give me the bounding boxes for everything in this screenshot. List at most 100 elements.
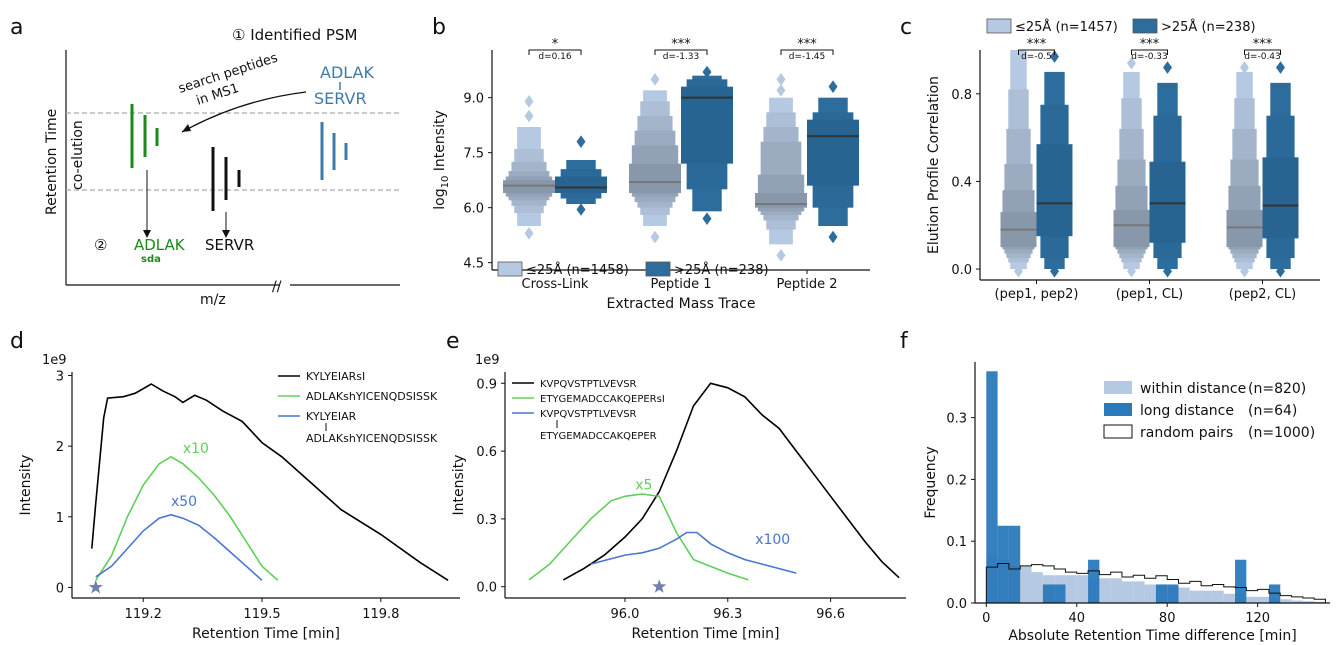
panel-letter-a: a — [10, 15, 23, 40]
hist-bar-within — [1099, 578, 1111, 603]
outlier-point — [1014, 264, 1023, 278]
y-axis-label: Elution Profile Correlation — [926, 76, 942, 254]
effect-size-label: d=-0.5 — [1021, 52, 1052, 62]
legend-swatch — [1104, 381, 1132, 394]
y-axis-label: Intensity — [18, 455, 34, 516]
x-tick-label: (pep1, CL) — [1116, 287, 1184, 302]
legend-label: >25Å (n=238) — [674, 262, 769, 278]
x-tick-label: (pep1, pep2) — [995, 287, 1079, 302]
outlier-point — [1163, 61, 1172, 74]
hist-bar-within — [1291, 600, 1303, 603]
significance-bracket — [780, 49, 834, 55]
panel-letter-c: c — [900, 15, 912, 40]
y-tick-label: 0.0 — [946, 597, 967, 612]
hist-bar-within — [1065, 575, 1077, 603]
hist-bar-within — [1212, 590, 1224, 603]
curve-scale-label: x50 — [171, 494, 197, 510]
series-line — [95, 513, 263, 581]
outlier-point — [524, 95, 534, 108]
boxen-level — [555, 176, 607, 193]
hist-bar-within — [1110, 578, 1122, 603]
x-axis-label: Retention Time [min] — [192, 626, 340, 642]
boxen-level — [1036, 144, 1073, 237]
hist-bar-within — [1257, 596, 1269, 603]
search-arrow-head — [182, 124, 191, 132]
panel-letter-e: e — [446, 329, 460, 354]
chart-e-line: 96.0 96.3 96.6 0.0 0.3 0.6 0.9 1e9 Intensity Rete… — [451, 353, 906, 642]
y-axis-label: Intensity — [451, 455, 467, 516]
significance-bracket — [1244, 49, 1281, 55]
step2-label: ② — [94, 236, 107, 254]
crosslink-top-label: ADLAK — [320, 63, 374, 82]
outlier-point — [650, 230, 660, 244]
legend-label: KYLYEIAR — [306, 410, 357, 423]
effect-size-label: d=-0.33 — [1131, 52, 1168, 62]
outlier-point — [776, 249, 786, 262]
y-scale-label: 1e9 — [475, 353, 500, 368]
step1-label: ① Identified PSM — [232, 26, 357, 44]
y-tick-label: 6.0 — [463, 202, 484, 217]
effect-size-label: d=-1.33 — [663, 52, 700, 62]
hist-bar-long — [1008, 525, 1021, 603]
hist-bar-long — [1268, 584, 1281, 603]
y-tick-label: 0.8 — [951, 88, 972, 103]
significance-bracket — [1018, 49, 1055, 55]
x-tick-label: 80 — [1159, 611, 1176, 626]
hist-bar-long — [1235, 559, 1247, 603]
legend-label: ≤25Å (n=1458) — [526, 262, 629, 278]
significance-bracket — [654, 49, 708, 55]
outlier-point — [702, 65, 712, 79]
panel-letter-f: f — [900, 329, 909, 354]
legend-swatch — [1104, 403, 1132, 416]
y-scale-label: 1e9 — [42, 353, 67, 368]
y-tick-label: 0.6 — [476, 445, 497, 460]
hist-bar-long — [986, 371, 998, 603]
outlier-point — [524, 227, 534, 240]
boxen-level — [755, 193, 807, 208]
outlier-point — [776, 84, 786, 97]
hist-bar-long — [1167, 584, 1179, 603]
x-axis-label: Extracted Mass Trace — [607, 296, 756, 312]
x-tick-label: Peptide 1 — [651, 277, 712, 292]
outlier-point — [702, 212, 712, 225]
schematic-ylabel: Retention Time — [44, 109, 60, 215]
boxen-level — [1226, 209, 1263, 248]
boxen-level — [807, 119, 859, 186]
hist-bar-within — [1246, 596, 1258, 603]
legend-swatch — [1132, 18, 1158, 34]
significance-stars: *** — [1253, 37, 1273, 52]
x-tick-label: 0 — [982, 611, 990, 626]
outlier-point — [828, 230, 838, 244]
significance-bracket — [1131, 49, 1168, 55]
boxen-level — [1149, 161, 1186, 243]
boxen-level — [681, 86, 733, 164]
legend-label: >25Å (n=238) — [1161, 19, 1256, 35]
hist-bar-within — [1314, 601, 1326, 603]
outlier-point — [524, 109, 534, 123]
y-tick-label: 0 — [56, 581, 64, 596]
hist-bar-within — [1144, 584, 1156, 603]
arrow-head — [222, 230, 230, 238]
x-tick-label: 119.8 — [362, 607, 399, 622]
y-tick-label: 1 — [56, 511, 64, 526]
crosslink-bottom-label: SERVR — [314, 89, 367, 108]
x-tick-label: 96.0 — [610, 607, 639, 622]
effect-size-label: d=-1.45 — [789, 52, 826, 62]
outlier-point — [1127, 56, 1136, 70]
y-tick-label: 3 — [56, 370, 64, 385]
y-tick-label: 9.0 — [463, 92, 484, 107]
outlier-point — [1240, 61, 1249, 74]
x-tick-label: Cross-Link — [522, 277, 589, 292]
y-tick-label: 0.0 — [476, 581, 497, 596]
panel-a-schematic: // Retention Time co-elution m/z ① Ident… — [44, 26, 400, 308]
outlier-point — [776, 73, 786, 86]
outlier-point — [1276, 61, 1285, 74]
x-tick-label: 120 — [1245, 611, 1270, 626]
hist-bar-within — [1280, 599, 1292, 603]
hist-bar-long — [1155, 584, 1168, 603]
x-tick-label: 40 — [1068, 611, 1085, 626]
series-line — [95, 455, 279, 581]
hist-bar-within — [1189, 590, 1202, 603]
legend-label: KYLYEIARsI — [306, 370, 365, 383]
effect-size-label: d=0.16 — [538, 52, 572, 62]
